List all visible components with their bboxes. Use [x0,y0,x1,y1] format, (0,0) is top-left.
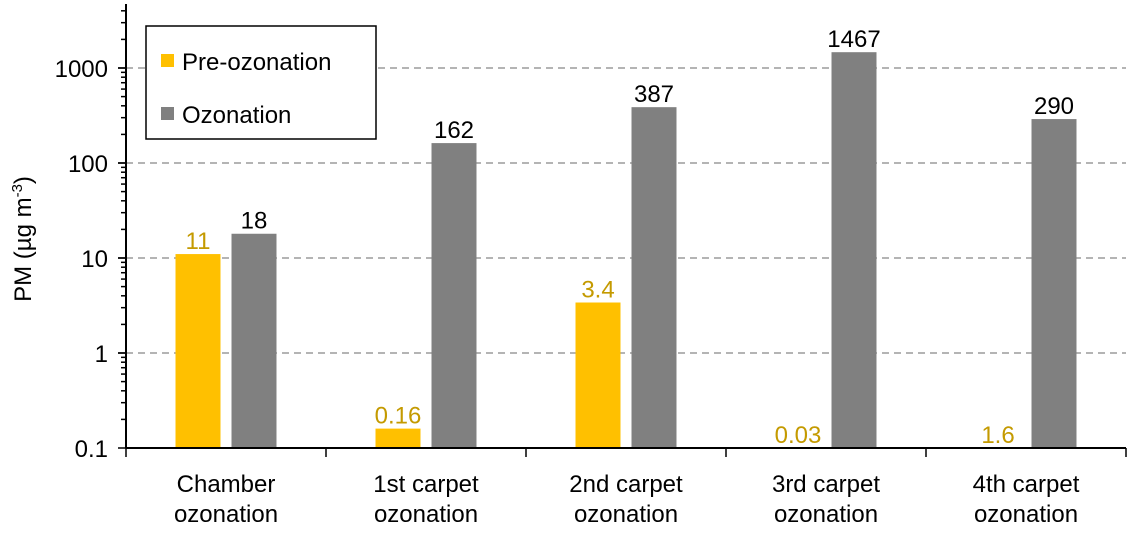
axes [118,4,1127,457]
x-category-label: Chamber [177,471,276,498]
x-category-label: ozonation [774,501,878,528]
x-category-label: 4th carpet [973,471,1080,498]
bar-ozonation [231,233,277,448]
bar-ozonation [431,143,477,448]
bar-ozonation [631,107,677,449]
data-label: 290 [1034,93,1074,120]
y-tick-label: 0.1 [75,436,108,463]
data-label: 162 [434,117,474,144]
data-label: 1467 [827,26,880,53]
gridlines [126,67,1126,354]
legend-label-pre-ozonation: Pre-ozonation [182,49,331,76]
legend: Pre-ozonation Ozonation [145,25,377,140]
x-category-label: ozonation [374,501,478,528]
legend-swatch-ozonation [161,107,174,120]
data-label: 1.6 [981,422,1014,449]
y-axis-title-superscript: -3 [9,184,26,197]
bar-ozonation [831,52,877,448]
data-label: 0.03 [775,422,822,449]
y-axis-title: PM (µg m-3) [9,176,37,302]
x-category-label: 3rd carpet [772,471,880,498]
data-label: 387 [634,81,674,108]
x-category-label: 1st carpet [373,471,479,498]
bar-pre-ozonation [575,302,621,448]
legend-box [145,25,377,140]
bar-ozonation [1031,119,1077,448]
data-label: 3.4 [581,277,614,304]
y-tick-label: 1000 [55,56,108,83]
y-tick-label: 1 [95,341,108,368]
bars [175,52,1077,449]
y-axis-title-group: PM (µg m-3) [9,176,37,302]
x-category-label: ozonation [574,501,678,528]
y-axis-title-close: ) [10,176,37,184]
data-label: 11 [186,228,211,255]
labels: 0.1 1 10 100 1000 Chamber ozonation 1st carpet o… [55,26,1080,528]
x-category-label: ozonation [174,501,278,528]
data-label: 18 [241,208,268,235]
legend-label-ozonation: Ozonation [182,102,291,129]
x-category-label: 2nd carpet [569,471,683,498]
legend-swatch-pre-ozonation [161,54,174,67]
data-label: 0.16 [375,403,422,430]
x-category-label: ozonation [974,501,1078,528]
y-tick-label: 10 [81,246,108,273]
y-axis-title-main: PM (µg m [10,197,37,302]
bar-pre-ozonation [175,254,221,448]
bar-pre-ozonation [375,428,421,448]
y-tick-label: 100 [68,151,108,178]
